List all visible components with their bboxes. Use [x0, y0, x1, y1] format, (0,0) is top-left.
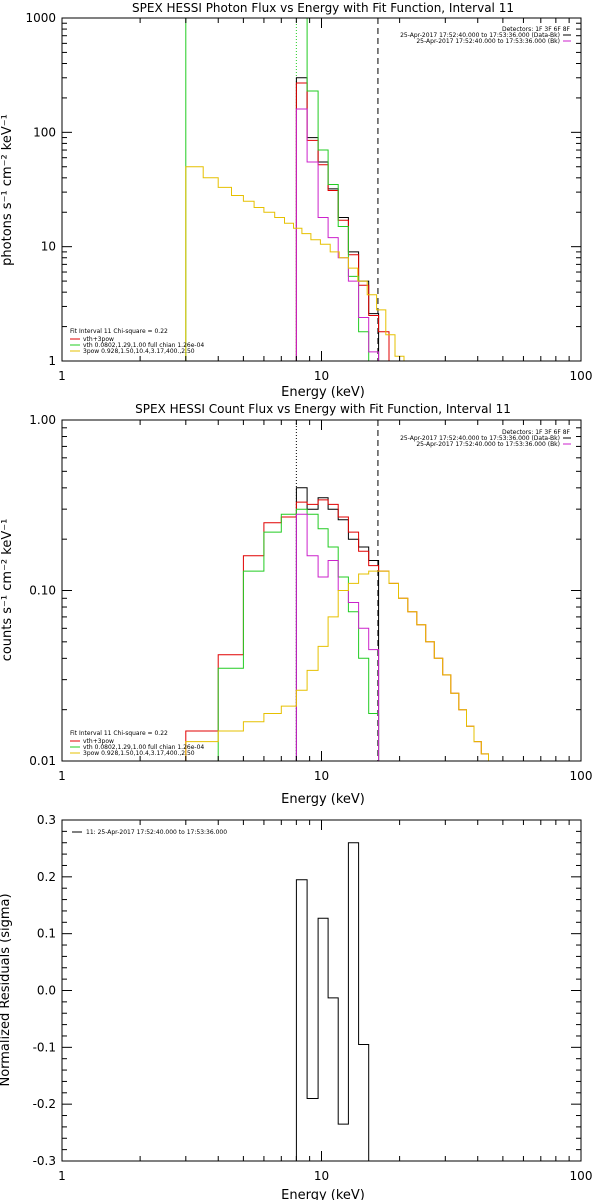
count-legend-entry-total: vth+3pow — [83, 738, 114, 745]
count-legend-top: Detectors: 1F 3F 6F 8F 25-Apr-2017 17:52… — [400, 429, 571, 448]
photon-axes-frame — [61, 17, 582, 362]
photon-series-black — [295, 77, 380, 361]
residuals-x-tick-label: 1 — [58, 1169, 66, 1183]
photon-legend-entry-total: vth+3pow — [83, 336, 114, 343]
residuals-plot-area — [295, 842, 379, 1161]
count-legend-bottom: Fit Interval 11 Chi-square = 0.22 vth+3p… — [70, 730, 204, 757]
photon-plot-area — [185, 18, 405, 361]
photon-series-magenta — [295, 108, 380, 361]
photon-y-tick-label: 10 — [41, 240, 56, 254]
photon-legend-entry-3pow: 3pow 0.928,1.50,10.4,3.17,400.,2.50 — [83, 348, 195, 355]
photon-legend-top-entry-data: 25-Apr-2017 17:52:40.000 to 17:53:36.000… — [400, 32, 560, 39]
residuals-series-black — [295, 842, 379, 1161]
photon-legend-bottom: Fit Interval 11 Chi-square = 0.22 vth+3p… — [70, 328, 204, 355]
photon-legend-top: Detectors: 1F 3F 6F 8F 25-Apr-2017 17:52… — [400, 26, 571, 45]
count-series-magenta — [295, 513, 380, 761]
residuals-y-tick-label: -0.2 — [33, 1097, 56, 1111]
count-axes-frame — [61, 419, 582, 762]
photon-flux-panel: SPEX HESSI Photon Flux vs Energy with Fi… — [0, 1, 592, 400]
photon-series-yellow — [185, 166, 405, 361]
count-series-black — [295, 487, 380, 761]
count-series-yellow — [185, 570, 503, 761]
photon-x-tick-label: 100 — [570, 369, 593, 383]
photon-y-tick-label: 1 — [48, 354, 56, 368]
residuals-y-axis-label: Normalized Residuals (sigma) — [0, 893, 13, 1086]
photon-y-axis-label: photons s⁻¹ cm⁻² keV⁻¹ — [0, 114, 15, 266]
residuals-y-tick-label: 0.0 — [37, 984, 56, 998]
count-legend-entry-3pow: 3pow 0.928,1.50,10.4,3.17,400.,2.50 — [83, 750, 195, 757]
residuals-y-tick-label: 0.3 — [37, 813, 56, 827]
photon-legend-fit-header: Fit Interval 11 Chi-square = 0.22 — [70, 328, 168, 335]
count-series-green — [217, 508, 380, 761]
photon-y-tick-label: 100 — [33, 125, 56, 139]
residuals-legend: 11: 25-Apr-2017 17:52:40.000 to 17:53:36… — [72, 829, 227, 836]
residuals-y-tick-label: 0.1 — [37, 927, 56, 941]
photon-legend-detectors: Detectors: 1F 3F 6F 8F — [502, 26, 571, 33]
photon-legend-entry-vth: vth 0.0802,1.29,1.00 full chian 1.26e-04 — [83, 342, 204, 349]
count-plot-area — [185, 420, 503, 761]
photon-x-tick-label: 10 — [314, 369, 329, 383]
count-y-axis-label: counts s⁻¹ cm⁻² keV⁻¹ — [0, 519, 15, 662]
count-legend-entry-vth: vth 0.0802,1.29,1.00 full chian 1.26e-04 — [83, 744, 204, 751]
residuals-legend-entry: 11: 25-Apr-2017 17:52:40.000 to 17:53:36… — [86, 829, 227, 836]
count-x-tick-label: 100 — [570, 769, 593, 783]
count-flux-panel: SPEX HESSI Count Flux vs Energy with Fit… — [0, 402, 592, 807]
count-legend-fit-header: Fit Interval 11 Chi-square = 0.22 — [70, 730, 168, 737]
photon-panel-title: SPEX HESSI Photon Flux vs Energy with Fi… — [132, 1, 514, 15]
count-series-red — [185, 499, 503, 761]
count-legend-top-entry-bk: 25-Apr-2017 17:52:40.000 to 17:53:36.000… — [416, 441, 560, 448]
count-x-tick-label: 1 — [58, 769, 66, 783]
count-legend-top-entry-data: 25-Apr-2017 17:52:40.000 to 17:53:36.000… — [400, 435, 560, 442]
photon-x-tick-label: 1 — [58, 369, 66, 383]
residuals-axis-ticks: 1 10 100 -0.3 -0.2 -0.1 0.0 0.1 0.2 0.3 — [33, 813, 593, 1183]
photon-y-tick-label: 1000 — [25, 11, 56, 25]
count-y-tick-label: 0.10 — [29, 584, 56, 598]
residuals-y-tick-label: -0.1 — [33, 1040, 56, 1054]
count-x-tick-label: 10 — [314, 769, 329, 783]
count-panel-title: SPEX HESSI Count Flux vs Energy with Fit… — [135, 402, 511, 416]
residuals-x-tick-label: 10 — [314, 1169, 329, 1183]
photon-axis-ticks: 1 10 100 1 10 100 1000 — [25, 11, 592, 383]
residuals-x-axis-label: Energy (keV) — [281, 1188, 365, 1200]
photon-series-green — [185, 18, 370, 361]
count-y-tick-label: 0.01 — [29, 754, 56, 768]
photon-x-axis-label: Energy (keV) — [281, 385, 365, 400]
count-x-axis-label: Energy (keV) — [281, 792, 365, 807]
residuals-y-tick-label: -0.3 — [33, 1154, 56, 1168]
residuals-x-tick-label: 100 — [570, 1169, 593, 1183]
residuals-panel: 1 10 100 -0.3 -0.2 -0.1 0.0 0.1 0.2 0.3 Energy (k… — [0, 813, 592, 1200]
photon-series-red — [295, 82, 390, 361]
residuals-axes-frame — [61, 819, 582, 1162]
count-axis-ticks: 1 10 100 0.01 0.10 1.00 — [29, 413, 592, 783]
photon-legend-top-entry-bk: 25-Apr-2017 17:52:40.000 to 17:53:36.000… — [416, 38, 560, 45]
count-legend-detectors: Detectors: 1F 3F 6F 8F — [502, 429, 571, 436]
count-y-tick-label: 1.00 — [29, 413, 56, 427]
residuals-y-tick-label: 0.2 — [37, 870, 56, 884]
